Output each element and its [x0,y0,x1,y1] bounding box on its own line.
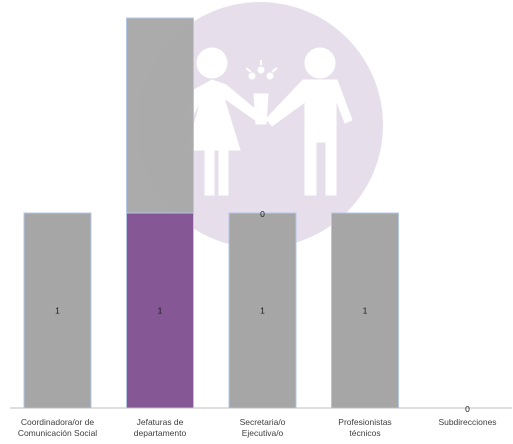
data-label-series1-5: 0 [465,404,470,414]
data-label-series1-1: 1 [55,306,60,316]
bar-series1-2 [126,212,194,409]
data-label-series2-3: 0 [260,209,265,219]
couple-holding-flowers-icon [137,2,383,248]
data-label-series1-4: 1 [363,306,368,316]
category-label-3: Secretaria/o Ejecutiva/o [240,417,286,438]
bar-series1-4 [331,212,399,409]
bar-series2-2 [126,17,194,214]
bar-series1-1 [23,212,92,409]
category-label-5: Subdirecciones [438,417,496,427]
category-label-4: Profesionistas técnicos [338,417,391,438]
bar-series1-3 [228,212,297,409]
category-label-1: Coordinadora/or de Comunicación Social [18,417,97,438]
category-label-2: Jefaturas de departamento [134,417,187,438]
data-label-series1-3: 1 [260,306,265,316]
data-label-series1-2: 1 [158,306,163,316]
